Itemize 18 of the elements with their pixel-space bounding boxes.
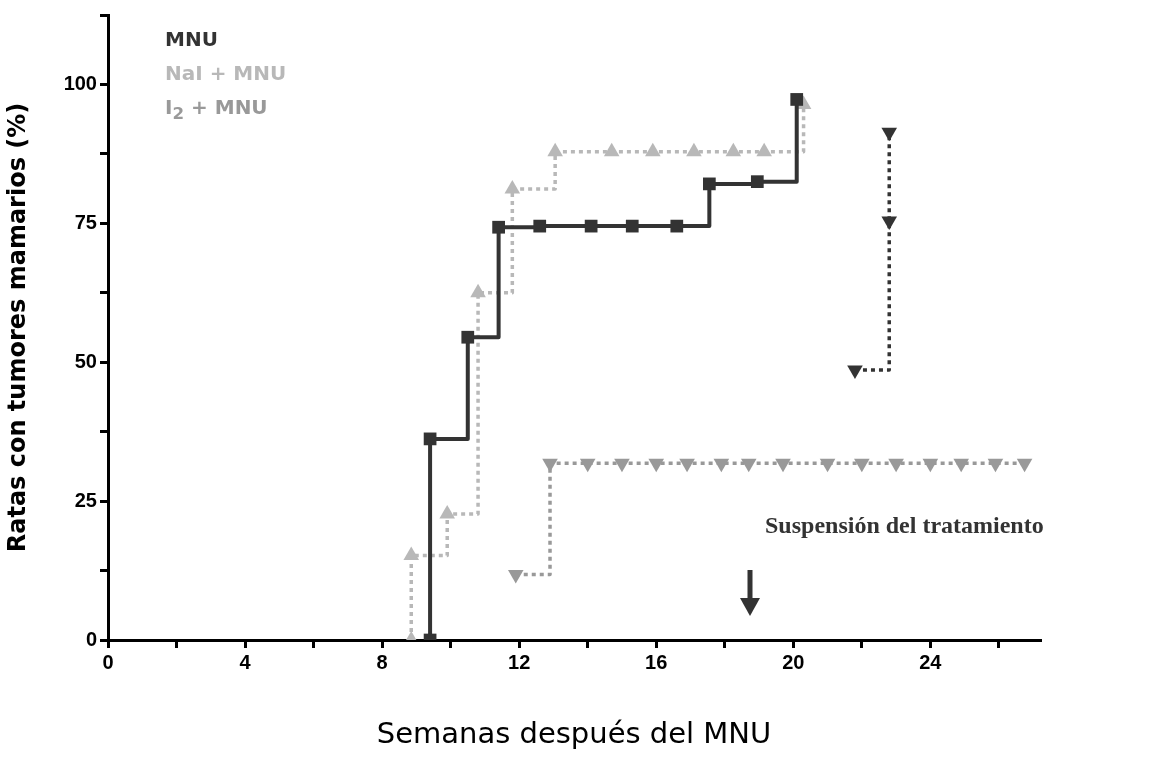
y-axis-title: Ratas con tumores mamarios (%) [2,102,31,553]
y-tick-label: 25 [74,488,97,511]
x-tick-label: 0 [102,650,114,673]
y-tick-label: 100 [63,71,97,94]
x-axis-title: Semanas después del MNU [376,716,772,751]
x-tick-label: 24 [919,650,943,673]
y-tick-label: 50 [74,349,97,372]
x-tick-label: 8 [376,650,388,673]
text: I$_{2}$ + MNU [165,94,269,125]
y-tick-label: 75 [74,210,97,233]
x-tick-label: 16 [645,650,668,673]
annotation: Suspensión del tratamiento [765,512,1044,539]
text: NaI + MNU [165,60,287,87]
x-tick-label: 4 [239,650,252,673]
text: MNU [165,26,219,53]
x-tick-label: 20 [782,650,805,673]
y-tick-label: 0 [85,627,97,650]
x-tick-label: 12 [508,650,531,673]
